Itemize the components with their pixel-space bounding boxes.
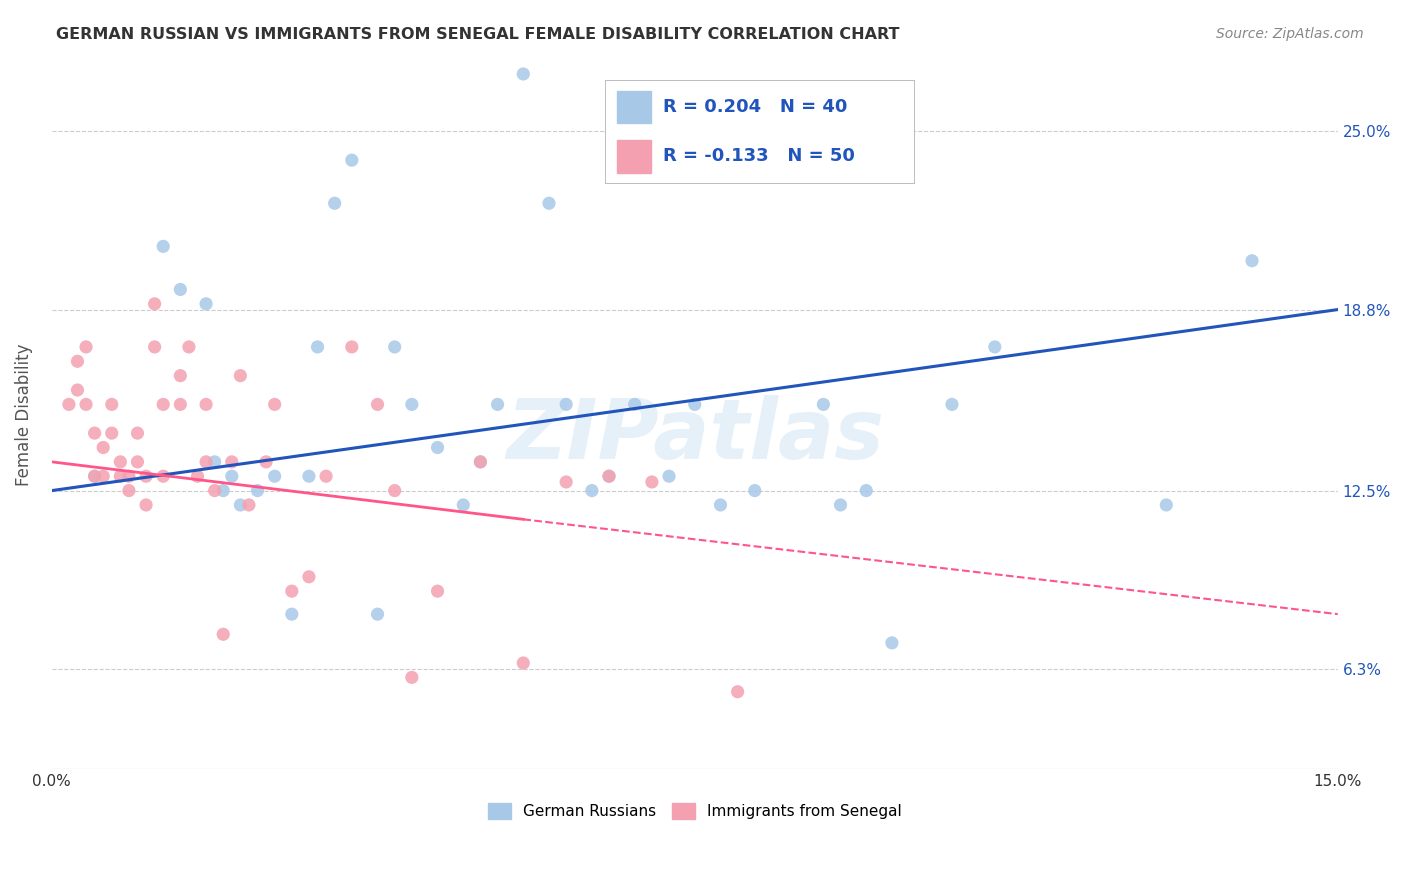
Text: Source: ZipAtlas.com: Source: ZipAtlas.com: [1216, 27, 1364, 41]
Point: [263, 469, 285, 483]
Point: [195, 455, 218, 469]
Point: [135, 498, 157, 512]
Point: [169, 397, 191, 411]
Point: [727, 684, 749, 698]
Point: [195, 397, 218, 411]
Point: [323, 196, 346, 211]
Point: [135, 469, 157, 483]
Point: [813, 397, 835, 411]
Point: [221, 455, 243, 469]
Point: [623, 397, 645, 411]
Point: [537, 196, 560, 211]
Point: [281, 607, 304, 622]
Point: [91, 469, 114, 483]
Point: [110, 455, 132, 469]
Point: [204, 455, 226, 469]
Point: [340, 340, 363, 354]
Point: [186, 469, 208, 483]
Point: [451, 498, 474, 512]
Point: [855, 483, 877, 498]
Point: [298, 570, 321, 584]
Point: [426, 584, 449, 599]
Point: [555, 475, 578, 489]
Point: [118, 483, 141, 498]
Point: [880, 636, 903, 650]
Point: [470, 455, 492, 469]
Point: [367, 607, 389, 622]
Point: [315, 469, 337, 483]
Point: [143, 340, 166, 354]
Point: [246, 483, 269, 498]
Point: [152, 469, 174, 483]
Point: [744, 483, 766, 498]
Point: [1240, 253, 1263, 268]
Point: [100, 426, 122, 441]
Point: [66, 383, 89, 397]
Point: [641, 475, 664, 489]
Point: [555, 397, 578, 411]
Point: [177, 340, 200, 354]
Point: [598, 469, 620, 483]
Point: [658, 469, 681, 483]
Point: [512, 656, 534, 670]
Point: [66, 354, 89, 368]
Point: [212, 627, 235, 641]
Point: [401, 397, 423, 411]
Bar: [617, 91, 651, 123]
Point: [581, 483, 603, 498]
Point: [127, 426, 149, 441]
Point: [367, 397, 389, 411]
Point: [470, 455, 492, 469]
Point: [263, 397, 285, 411]
Point: [683, 397, 706, 411]
Y-axis label: Female Disability: Female Disability: [15, 343, 32, 486]
Point: [401, 670, 423, 684]
Point: [143, 297, 166, 311]
Point: [1156, 498, 1178, 512]
Point: [169, 283, 191, 297]
Text: ZIPatlas: ZIPatlas: [506, 395, 884, 476]
Point: [83, 469, 105, 483]
Point: [229, 368, 252, 383]
Point: [298, 469, 321, 483]
Point: [598, 469, 620, 483]
Point: [486, 397, 509, 411]
Point: [91, 441, 114, 455]
Point: [709, 498, 731, 512]
Point: [384, 483, 406, 498]
Point: [83, 469, 105, 483]
Point: [204, 483, 226, 498]
Point: [340, 153, 363, 168]
Legend: German Russians, Immigrants from Senegal: German Russians, Immigrants from Senegal: [482, 797, 908, 825]
Point: [830, 498, 852, 512]
Point: [512, 67, 534, 81]
Point: [384, 340, 406, 354]
Point: [127, 455, 149, 469]
Point: [212, 483, 235, 498]
Point: [152, 239, 174, 253]
Point: [238, 498, 260, 512]
Point: [229, 498, 252, 512]
Text: R = 0.204   N = 40: R = 0.204 N = 40: [664, 98, 848, 116]
Point: [941, 397, 963, 411]
Point: [254, 455, 277, 469]
Point: [58, 397, 80, 411]
Text: R = -0.133   N = 50: R = -0.133 N = 50: [664, 147, 855, 165]
Point: [195, 297, 218, 311]
Point: [75, 340, 97, 354]
Point: [984, 340, 1007, 354]
Point: [83, 426, 105, 441]
Text: GERMAN RUSSIAN VS IMMIGRANTS FROM SENEGAL FEMALE DISABILITY CORRELATION CHART: GERMAN RUSSIAN VS IMMIGRANTS FROM SENEGA…: [56, 27, 900, 42]
Point: [110, 469, 132, 483]
Point: [281, 584, 304, 599]
Point: [118, 469, 141, 483]
Bar: [617, 140, 651, 173]
Point: [152, 397, 174, 411]
Point: [307, 340, 329, 354]
Point: [75, 397, 97, 411]
Point: [169, 368, 191, 383]
Point: [426, 441, 449, 455]
Point: [221, 469, 243, 483]
Point: [100, 397, 122, 411]
